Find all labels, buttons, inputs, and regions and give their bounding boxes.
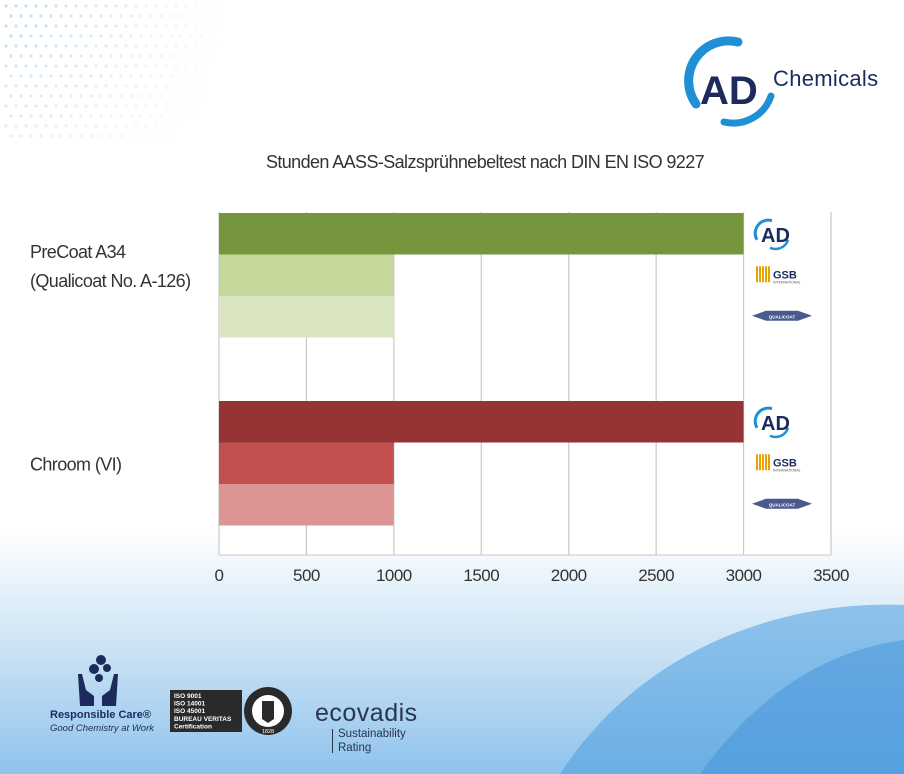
bar <box>219 254 394 296</box>
x-tick-label: 3000 <box>726 566 762 585</box>
bureau-veritas-line: BUREAU VERITAS <box>174 716 232 723</box>
bar <box>219 213 744 255</box>
ad-badge-icon: AD <box>753 218 790 251</box>
svg-text:AD: AD <box>761 413 790 435</box>
bureau-veritas-logo: ISO 9001 ISO 14001 ISO 45001 BUREAU VERITAS… <box>170 687 292 735</box>
responsible-care-subtitle: Good Chemistry at Work <box>50 723 154 734</box>
ad-badge-icon: AD <box>753 406 790 439</box>
x-tick-label: 2000 <box>551 566 587 585</box>
bar <box>219 442 394 484</box>
x-tick-label: 3500 <box>813 566 849 585</box>
bureau-veritas-line: ISO 14001 <box>174 701 205 708</box>
category-label: PreCoat A34 <box>30 242 126 262</box>
x-tick-label: 1000 <box>376 566 412 585</box>
bar <box>219 296 394 338</box>
category-label: (Qualicoat No. A-126) <box>30 271 190 291</box>
x-tick-label: 500 <box>293 566 320 585</box>
svg-text:GSB: GSB <box>773 457 797 469</box>
bar <box>219 401 744 443</box>
logo-mark: AD <box>700 69 758 113</box>
svg-text:INTERNATIONAL: INTERNATIONAL <box>773 280 801 284</box>
x-tick-label: 0 <box>215 566 224 585</box>
bureau-veritas-line: Certification <box>174 723 212 730</box>
responsible-care-logo <box>78 655 118 706</box>
category-label: Chroom (VI) <box>30 454 121 474</box>
bureau-veritas-line: ISO 45001 <box>174 708 205 715</box>
bar <box>219 484 394 526</box>
bureau-veritas-line: ISO 9001 <box>174 693 202 700</box>
qualicoat-badge-icon: QUALICOAT <box>752 498 812 509</box>
ecovadis-divider <box>332 729 333 753</box>
svg-text:QUALICOAT: QUALICOAT <box>769 314 796 319</box>
x-tick-label: 1500 <box>463 566 499 585</box>
chart-title: Stunden AASS-Salzsprühnebeltest nach DIN… <box>266 152 705 172</box>
responsible-care-title: Responsible Care® <box>50 709 152 721</box>
svg-text:INTERNATIONAL: INTERNATIONAL <box>773 468 801 472</box>
ad-chemicals-logo: AD <box>684 36 775 127</box>
svg-text:AD: AD <box>761 225 790 247</box>
ecovadis-name: ecovadis <box>315 699 418 727</box>
svg-text:QUALICOAT: QUALICOAT <box>769 502 796 507</box>
svg-text:1828: 1828 <box>262 729 274 735</box>
x-tick-label: 2500 <box>638 566 674 585</box>
logo-name: Chemicals <box>773 66 879 91</box>
ecovadis-sub2: Rating <box>338 742 372 754</box>
svg-text:GSB: GSB <box>773 269 797 281</box>
qualicoat-badge-icon: QUALICOAT <box>752 310 812 321</box>
ecovadis-sub1: Sustainability <box>338 728 406 740</box>
